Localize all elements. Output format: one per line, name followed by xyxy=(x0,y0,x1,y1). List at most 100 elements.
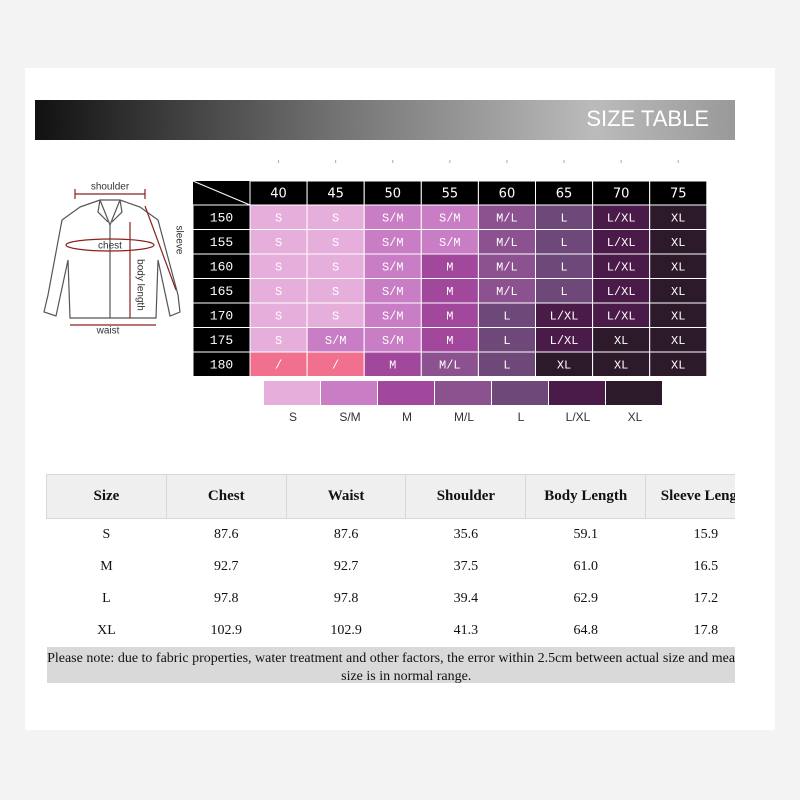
row-header: 165 xyxy=(210,284,233,299)
table-cell: 62.9 xyxy=(525,583,646,615)
table-cell: 61.0 xyxy=(525,551,646,583)
legend-label: S/M xyxy=(339,410,360,424)
size-cell-label: S/M xyxy=(382,211,404,225)
size-cell xyxy=(477,204,536,230)
table-row: S 87.6 87.6 35.6 59.1 15.9 xyxy=(46,518,735,551)
size-cell-label: M/L xyxy=(496,285,518,299)
size-cell-label: L xyxy=(503,309,510,323)
row-header: 180 xyxy=(210,358,233,373)
table: Size Chest Waist Shoulder Body Length Sleeve … xyxy=(46,474,735,683)
table-cell: L xyxy=(46,583,167,615)
size-cell-label: S xyxy=(332,309,339,323)
row-header: 155 xyxy=(210,235,233,250)
table-cell: 35.6 xyxy=(405,518,526,551)
table-cell: 102.9 xyxy=(285,615,406,647)
table-cell: 16.5 xyxy=(645,551,735,583)
header-band xyxy=(35,100,735,140)
legend-swatch xyxy=(435,381,491,405)
size-cell-label: S/M xyxy=(325,334,347,348)
size-cell-label: XL xyxy=(671,260,685,274)
table-cell: 97.8 xyxy=(165,583,287,615)
size-cell-label: M xyxy=(446,334,453,348)
measurement-table: Size Chest Waist Shoulder Body Length Sleeve … xyxy=(46,474,735,683)
column-header: Body Length xyxy=(525,474,647,519)
legend-label: XL xyxy=(628,410,643,424)
size-cell-label: XL xyxy=(671,334,685,348)
diagram-label: sleeve xyxy=(173,226,184,255)
column-header: 50 xyxy=(384,187,401,202)
size-cell xyxy=(306,302,365,328)
size-cell-label: S xyxy=(275,260,282,274)
size-cell-label: S xyxy=(275,211,282,225)
size-cell-label: M xyxy=(446,285,453,299)
diagram-label: waist xyxy=(96,326,120,337)
column-header-cell xyxy=(592,180,651,206)
size-cell-label: M/L xyxy=(496,211,518,225)
size-cell xyxy=(306,229,365,255)
size-cell-label: S/M xyxy=(382,285,404,299)
column-header-cell xyxy=(535,180,594,206)
size-cell-label: XL xyxy=(557,358,571,372)
table-cell: 39.4 xyxy=(405,583,526,615)
size-cell xyxy=(477,278,536,304)
size-cell-label: / xyxy=(275,358,282,372)
legend-label: L xyxy=(518,410,525,424)
column-header: 70 xyxy=(613,187,630,202)
diagram-label: body length xyxy=(134,259,145,311)
size-cell-label: L/XL xyxy=(607,260,636,274)
column-header: 55 xyxy=(442,187,459,202)
shirt-drawing xyxy=(43,199,181,319)
size-cell xyxy=(592,302,651,328)
size-cell-label: L/XL xyxy=(607,236,636,250)
table-cell: 87.6 xyxy=(285,518,406,551)
table-cell: 64.8 xyxy=(525,615,646,647)
size-cell xyxy=(306,351,365,377)
size-cell-label: XL xyxy=(671,358,685,372)
column-header: Size xyxy=(46,474,167,519)
legend-label: M/L xyxy=(454,410,474,424)
header-title: SIZE TABLE xyxy=(586,106,709,131)
size-cell xyxy=(477,229,536,255)
size-cell-label: S/M xyxy=(382,236,404,250)
size-cell-label: M xyxy=(446,260,453,274)
size-cell xyxy=(535,351,594,377)
size-cell-label: XL xyxy=(671,309,685,323)
size-cell-label: S/M xyxy=(439,236,461,250)
table-row: XL 102.9 102.9 41.3 64.8 17.8 xyxy=(46,615,735,647)
column-header: 45 xyxy=(327,187,344,202)
size-cell xyxy=(363,229,422,255)
legend-label: M xyxy=(402,410,412,424)
table-cell: 17.2 xyxy=(645,583,735,615)
size-cell-label: S xyxy=(332,211,339,225)
diagram-label: chest xyxy=(98,241,122,252)
column-header: Waist xyxy=(285,474,407,519)
legend-swatch xyxy=(264,381,320,405)
legend-swatch xyxy=(549,381,605,405)
column-header: 65 xyxy=(556,187,573,202)
size-cell xyxy=(535,302,594,328)
column-header: 60 xyxy=(499,187,516,202)
note-row: Please note: due to fabric properties, w… xyxy=(46,647,735,683)
column-header: Chest xyxy=(165,474,287,519)
size-cell-label: S xyxy=(275,334,282,348)
size-cell-label: M xyxy=(446,309,453,323)
table-cell: 87.6 xyxy=(165,518,287,551)
legend-label: S xyxy=(289,410,297,424)
size-cell-label: L xyxy=(560,236,567,250)
size-cell xyxy=(249,302,308,328)
size-cell-label: L xyxy=(560,285,567,299)
legend-swatch xyxy=(606,381,662,405)
column-header-cell xyxy=(306,180,365,206)
size-cell-label: XL xyxy=(614,358,628,372)
column-header: 75 xyxy=(670,187,687,202)
size-cell xyxy=(363,253,422,279)
size-cell-label: L xyxy=(503,334,510,348)
table-cell: 41.3 xyxy=(405,615,526,647)
size-cell-label: S/M xyxy=(439,211,461,225)
size-cell-label: XL xyxy=(671,211,685,225)
size-cell-label: L xyxy=(560,260,567,274)
column-header: Sleeve Length xyxy=(645,474,735,519)
size-cell-label: S/M xyxy=(382,260,404,274)
size-cell-label: / xyxy=(332,358,339,372)
